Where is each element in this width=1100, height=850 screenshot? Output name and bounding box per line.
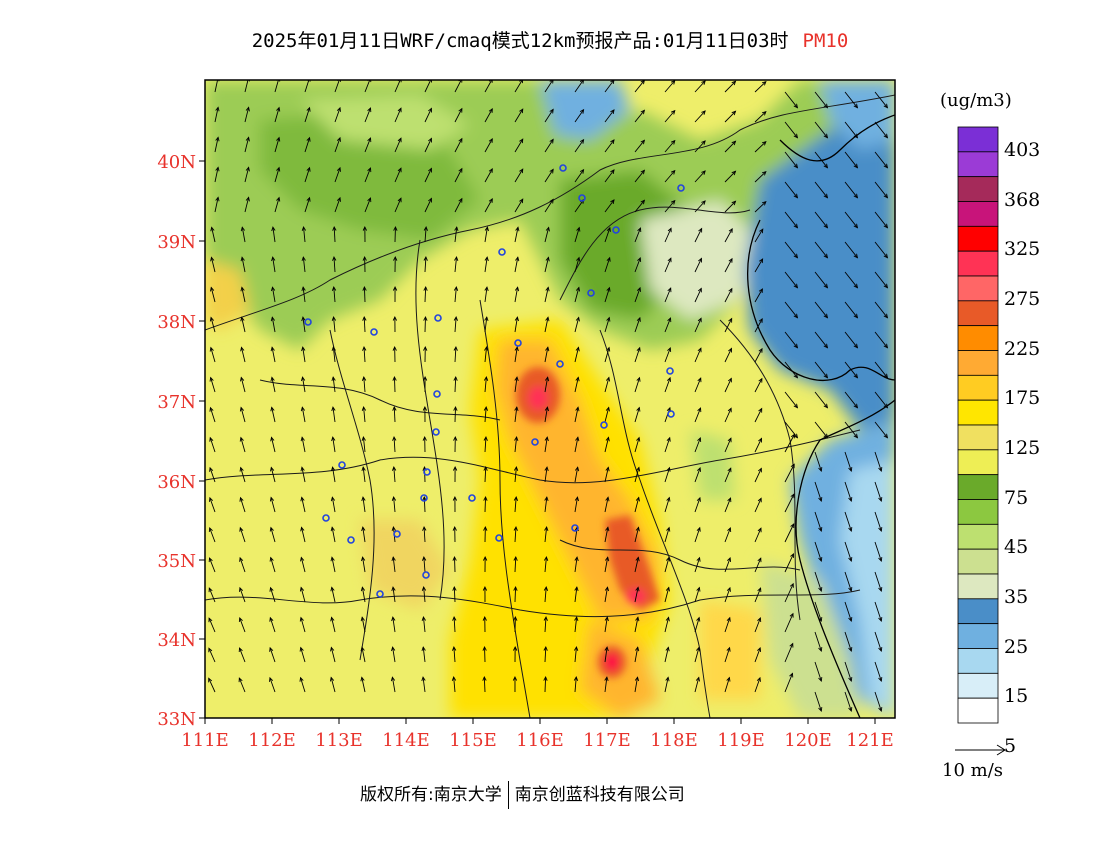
y-tick-label: 33N <box>157 709 196 730</box>
y-tick-label: 36N <box>157 472 196 493</box>
colorbar-swatch <box>957 126 999 153</box>
y-axis: 40N 39N 38N 37N 36N 35N 34N 33N <box>157 152 205 730</box>
colorbar-units: (ug/m3) <box>940 90 1012 111</box>
colorbar-swatch <box>957 672 999 699</box>
colorbar-swatch <box>957 523 999 550</box>
admin-boundaries <box>205 94 895 718</box>
map-frame <box>204 79 896 719</box>
colorbar-swatch <box>957 598 999 625</box>
colorbar-label: 175 <box>1004 387 1041 410</box>
colorbar-swatch <box>957 300 999 327</box>
x-tick-label: 119E <box>717 730 765 751</box>
colorbar-swatch <box>957 275 999 302</box>
colorbar-label: 325 <box>1004 238 1041 261</box>
colorbar-swatch <box>957 350 999 376</box>
title-main: 2025年01月11日WRF/cmaq模式12km预报产品:01月11日03时 <box>251 30 789 52</box>
colorbar <box>957 126 999 724</box>
x-tick-label: 118E <box>650 730 698 751</box>
x-tick-label: 120E <box>784 730 832 751</box>
colorbar-swatch <box>957 648 999 674</box>
city-markers <box>304 164 685 598</box>
y-tick-label: 38N <box>157 312 196 333</box>
x-tick-label: 111E <box>181 730 229 751</box>
colorbar-swatch <box>957 697 999 724</box>
colorbar-label: 5 <box>1004 734 1017 757</box>
colorbar-swatch <box>957 225 999 252</box>
y-tick-label: 34N <box>157 630 196 651</box>
colorbar-swatch <box>957 325 999 351</box>
colorbar-swatch <box>957 499 999 525</box>
y-tick-label: 39N <box>157 232 196 253</box>
coastline <box>747 114 895 718</box>
colorbar-label: 225 <box>1004 337 1041 360</box>
x-tick-label: 121E <box>846 730 894 751</box>
y-tick-label: 37N <box>157 392 196 413</box>
colorbar-label: 403 <box>1004 138 1041 161</box>
wind-vectors <box>208 80 889 712</box>
vector-reference-arrow <box>955 744 1006 756</box>
copyright: 版权所有:南京大学 南京创蓝科技有限公司 <box>360 780 685 809</box>
colorbar-label: 45 <box>1004 536 1029 559</box>
colorbar-swatch <box>957 623 999 649</box>
colorbar-label: 368 <box>1004 188 1041 211</box>
title-species: PM10 <box>802 30 849 52</box>
colorbar-swatch <box>957 474 999 500</box>
copyright-right: 南京创蓝科技有限公司 <box>514 785 685 805</box>
x-tick-label: 114E <box>382 730 430 751</box>
y-tick-label: 35N <box>157 551 196 572</box>
colorbar-swatch <box>957 374 999 401</box>
colorbar-label: 25 <box>1004 635 1029 658</box>
colorbar-swatch <box>957 176 999 202</box>
copyright-separator <box>507 781 509 809</box>
copyright-left: 版权所有:南京大学 <box>360 785 502 805</box>
vector-reference-label: 10 m/s <box>942 760 1003 781</box>
x-tick-label: 116E <box>516 730 564 751</box>
colorbar-label: 125 <box>1004 436 1041 459</box>
x-tick-label: 115E <box>449 730 497 751</box>
colorbar-swatch <box>957 449 999 476</box>
colorbar-swatch <box>957 399 999 426</box>
colorbar-swatch <box>957 151 999 178</box>
map-title: 2025年01月11日WRF/cmaq模式12km预报产品:01月11日03时 P… <box>0 26 1100 53</box>
colorbar-swatch <box>957 548 999 575</box>
colorbar-swatch <box>957 424 999 451</box>
x-axis: 111E 112E 113E 114E 115E 116E 117E 118E … <box>181 718 894 751</box>
x-tick-label: 117E <box>583 730 631 751</box>
x-tick-label: 112E <box>248 730 296 751</box>
colorbar-label: 35 <box>1004 585 1029 608</box>
colorbar-label: 75 <box>1004 486 1029 509</box>
colorbar-label: 275 <box>1004 287 1041 310</box>
colorbar-label: 15 <box>1004 685 1029 708</box>
colorbar-swatch <box>957 573 999 600</box>
y-tick-label: 40N <box>157 152 196 173</box>
concentration-field <box>205 80 895 718</box>
x-tick-label: 113E <box>315 730 363 751</box>
colorbar-swatch <box>957 250 999 277</box>
colorbar-swatch <box>957 201 999 227</box>
